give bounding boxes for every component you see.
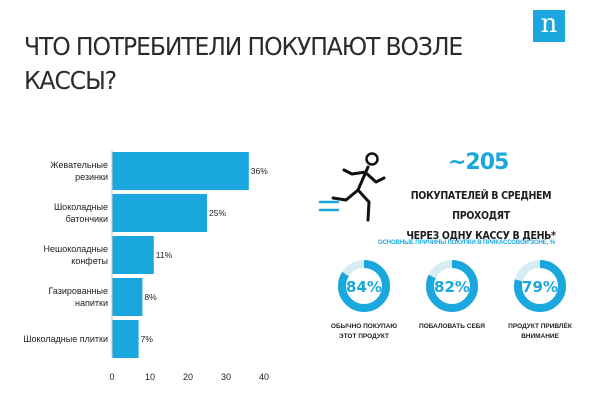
x-tick-label: 20 xyxy=(183,372,193,380)
bar-4 xyxy=(112,320,139,358)
reasons-title: ОСНОВНЫЕ ПРИЧИНЫ ПОКУПКИ В ПРИКАССОВОЙ З… xyxy=(378,240,555,246)
bar-2 xyxy=(112,236,154,274)
bar-0 xyxy=(112,152,249,190)
customers-description: ПОКУПАТЕЛЕЙ В СРЕДНЕМ ПРОХОДЯТ ЧЕРЕЗ ОДН… xyxy=(406,189,556,242)
x-tick-label: 40 xyxy=(259,372,269,380)
category-label: Шоколадные плитки xyxy=(23,334,108,344)
category-label: Жевательные резинки xyxy=(50,160,108,182)
customers-count: ~205 xyxy=(448,150,509,175)
donut-2: 79% xyxy=(512,258,568,319)
donut-1: 82% xyxy=(424,258,480,319)
donut-value: 79% xyxy=(522,278,558,296)
running-person-icon xyxy=(318,152,386,222)
bar-3 xyxy=(112,278,143,316)
bar-1 xyxy=(112,194,207,232)
bar-chart: Жевательные резинки 36% Шоколадные батончики… xyxy=(23,150,269,380)
category-label: Шоколадные батончики xyxy=(54,202,108,224)
value-label: 7% xyxy=(141,334,154,344)
x-tick-label: 0 xyxy=(109,372,114,380)
x-tick-label: 30 xyxy=(221,372,231,380)
value-label: 8% xyxy=(144,292,157,302)
value-label: 11% xyxy=(156,250,173,260)
value-label: 25% xyxy=(209,208,226,218)
donut-caption: ПРОДУКТ ПРИВЛЁК ВНИМАНИЕ xyxy=(508,323,572,340)
brand-logo: n xyxy=(533,10,565,42)
donut-value: 82% xyxy=(434,278,470,296)
donut-0: 84% xyxy=(336,258,392,319)
donut-arc xyxy=(426,260,478,312)
category-label: Газированные напитки xyxy=(48,286,108,308)
category-label: Нешоколадные конфеты xyxy=(43,244,108,266)
page-title: ЧТО ПОТРЕБИТЕЛИ ПОКУПАЮТ ВОЗЛЕ КАССЫ? xyxy=(24,32,463,95)
donut-value: 84% xyxy=(346,278,382,296)
x-tick-label: 10 xyxy=(145,372,155,380)
value-label: 36% xyxy=(251,166,268,176)
donut-caption: ПОБАЛОВАТЬ СЕБЯ xyxy=(419,323,485,330)
donut-arc xyxy=(514,260,566,312)
donut-caption: ОБЫЧНО ПОКУПАЮ ЭТОТ ПРОДУКТ xyxy=(330,323,398,340)
donut-arc xyxy=(338,260,390,312)
